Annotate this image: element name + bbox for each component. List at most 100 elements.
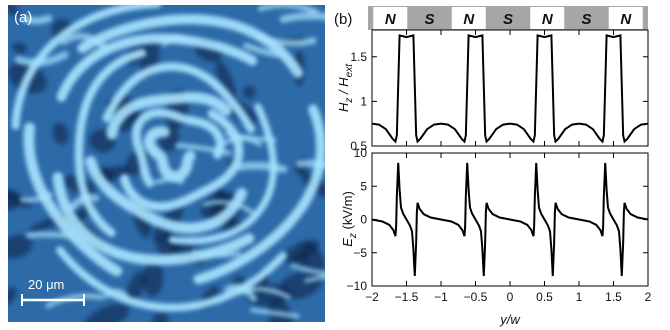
hz-curve xyxy=(371,34,649,144)
ez-x-tick-label: 2 xyxy=(645,290,652,304)
bright-stripe xyxy=(295,159,325,169)
bright-stripe xyxy=(103,288,128,299)
bright-stripe xyxy=(175,142,231,156)
bright-stripe xyxy=(154,177,185,185)
hz-axis-label-sub-ext: ext xyxy=(344,63,355,78)
magnet-strip-background xyxy=(368,6,648,30)
ez-y-tick-label: 10 xyxy=(354,146,368,160)
magnet-label-s: S xyxy=(424,11,434,28)
panel-b-label: (b) xyxy=(334,11,352,28)
bright-stripe xyxy=(202,199,256,215)
ez-y-tick-label: 0 xyxy=(360,213,367,227)
dark-domain xyxy=(152,312,169,322)
ez-y-tick-label: −5 xyxy=(353,246,367,260)
ez-y-tick-label: 5 xyxy=(360,179,367,193)
magnet-label-n: N xyxy=(385,11,397,28)
panel-a: (a) 20 μm xyxy=(8,5,325,322)
bright-stripe xyxy=(67,193,100,212)
bright-stripe xyxy=(234,161,288,174)
magnet-label-s: S xyxy=(581,11,591,28)
dark-domain xyxy=(243,85,256,99)
bright-stripe xyxy=(85,155,248,234)
bright-stripe xyxy=(106,92,232,140)
ez-x-tick-label: −1 xyxy=(434,290,448,304)
bright-stripe xyxy=(60,32,109,52)
ez-axis-label-main: E xyxy=(340,238,355,247)
ez-axis-label: Ez (kV/m) xyxy=(340,191,359,247)
dark-domain xyxy=(8,5,20,17)
panel-b: (b) N S N S N S N 0.5 1 1.5 Hz / Hext −10 −5 0 5 10 … xyxy=(334,6,652,327)
bright-stripe xyxy=(74,48,147,237)
domain-image xyxy=(8,5,325,322)
magnet-label-n: N xyxy=(463,11,475,28)
ez-x-tick-label: −2 xyxy=(365,290,379,304)
bright-stripe xyxy=(243,42,281,58)
bright-stripe xyxy=(102,62,256,134)
hz-axis-label-sub-z: z xyxy=(344,98,355,104)
dark-domain xyxy=(52,122,69,145)
ez-x-axis-label: y/w xyxy=(499,312,521,327)
bright-stripe xyxy=(257,5,319,15)
bright-stripe xyxy=(144,126,196,183)
ez-axis-label-unit: (kV/m) xyxy=(340,191,355,233)
dark-domain xyxy=(127,271,146,302)
bright-stripe xyxy=(168,103,278,245)
bright-stripe xyxy=(11,5,162,130)
bright-stripe xyxy=(192,249,242,258)
scale-bar-label: 20 μm xyxy=(28,277,64,292)
ez-x-tick-label: 1 xyxy=(576,290,583,304)
bright-stripe xyxy=(162,33,190,47)
bright-stripe xyxy=(14,51,69,67)
magnet-label-n: N xyxy=(620,11,632,28)
magnet-label-s: S xyxy=(503,11,513,28)
bright-stripe xyxy=(304,274,325,283)
dark-domain xyxy=(301,242,325,276)
ez-plot: −10 −5 0 5 10 −2 −1.5 −1 −0.5 0 0.5 1 1.5 2 Ez (kV/m… xyxy=(340,146,652,327)
ez-curve xyxy=(371,162,649,277)
dark-domain xyxy=(142,261,164,296)
magnet-segment-n xyxy=(608,7,643,29)
dark-domain xyxy=(8,287,17,307)
hz-y-tick-label: 1 xyxy=(360,94,367,108)
bright-stripe xyxy=(19,191,53,203)
dark-domain xyxy=(84,304,130,322)
bright-stripe xyxy=(56,33,258,102)
bright-stripe xyxy=(279,11,325,23)
ez-y-tick-label: −10 xyxy=(347,279,368,293)
bright-stripe xyxy=(21,14,53,25)
dark-domain xyxy=(8,234,33,259)
bright-stripe xyxy=(224,283,258,302)
hz-axis-label: Hz / Hext xyxy=(336,63,355,112)
bright-stripe xyxy=(290,263,325,276)
bright-stripe xyxy=(224,131,277,143)
magnet-label-n: N xyxy=(542,11,554,28)
bright-stripe xyxy=(193,104,325,285)
ez-x-tick-label: 0 xyxy=(507,290,514,304)
hz-axis-label-mid: / H xyxy=(336,77,351,98)
image-stripe-domains xyxy=(11,5,325,319)
hz-y-tick-label: 1.5 xyxy=(350,50,367,64)
ez-x-tick-label: −0.5 xyxy=(464,290,488,304)
magnet-segment-n xyxy=(530,7,565,29)
bright-stripe xyxy=(23,122,123,277)
ez-axis-label-sub-z: z xyxy=(348,233,359,239)
bright-stripe xyxy=(55,246,287,312)
hz-axis-label-main: H xyxy=(336,102,351,112)
dark-domain xyxy=(8,185,33,208)
bright-stripe xyxy=(52,172,255,266)
panel-a-label: (a) xyxy=(14,9,32,26)
ez-x-tick-label: −1.5 xyxy=(395,290,419,304)
dark-domain xyxy=(215,60,237,101)
bright-stripe xyxy=(236,286,291,300)
bright-stripe xyxy=(257,34,317,47)
ez-x-tick-label: 0.5 xyxy=(536,290,553,304)
magnet-segment-n xyxy=(373,7,408,29)
ez-x-tick-label: 1.5 xyxy=(605,290,622,304)
hz-plot: 0.5 1 1.5 Hz / Hext xyxy=(336,29,649,153)
magnet-segment-n xyxy=(451,7,486,29)
hz-y-tick-label: 0.5 xyxy=(350,139,367,153)
bright-stripe xyxy=(249,307,300,319)
bright-stripe xyxy=(25,231,75,239)
